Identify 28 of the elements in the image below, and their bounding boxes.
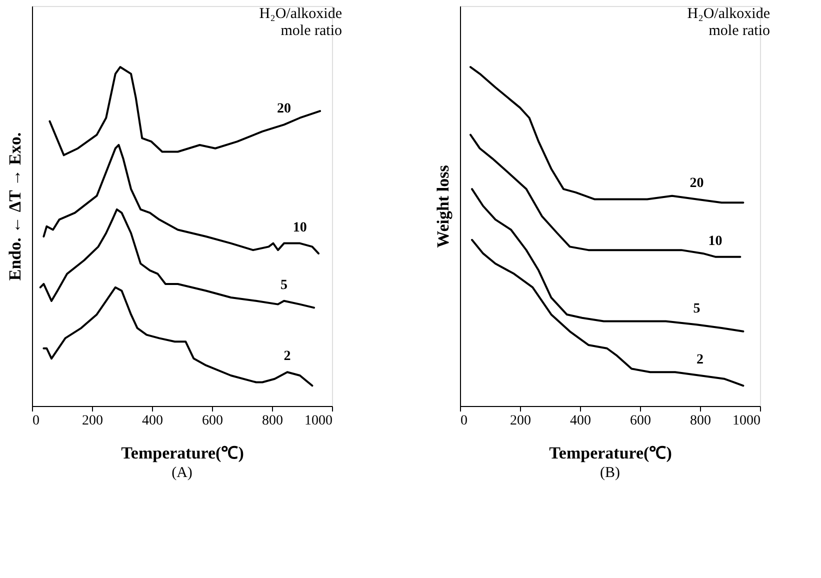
y-axis-title: Weight loss (434, 164, 452, 248)
series-label: 2 (284, 349, 291, 364)
x-tick-label: 800 (690, 414, 711, 428)
legend-title: H₂O/alkoxide mole ratio (259, 6, 342, 39)
x-tick-label: 200 (510, 414, 531, 428)
x-axis-title: Temperature(℃) (121, 444, 244, 462)
x-tick-label: 400 (570, 414, 591, 428)
x-tick-label: 800 (262, 414, 283, 428)
series-label: 5 (693, 302, 700, 317)
x-tick-label: 200 (82, 414, 103, 428)
series-label: 20 (277, 102, 291, 117)
x-tick-label: 400 (142, 414, 163, 428)
series-label: 10 (708, 234, 722, 249)
text: (A) (172, 465, 192, 481)
x-tick-label: 600 (202, 414, 223, 428)
x-axis-title: Temperature(℃) (549, 444, 672, 462)
y-axis-title: Endo. ← ΔT → Exo. (6, 132, 24, 281)
legend-title: H₂O/alkoxide mole ratio (687, 6, 770, 39)
series-label: 20 (690, 176, 704, 192)
series-label: 10 (292, 220, 307, 236)
x-tick-label: 1000 (304, 414, 332, 428)
text: (B) (600, 465, 620, 481)
x-tick-label: 0 (460, 414, 468, 428)
series-label: 2 (696, 352, 704, 368)
x-tick-label: 1000 (732, 414, 760, 428)
x-tick-label: 0 (32, 414, 40, 428)
series-label: 5 (280, 278, 288, 293)
x-tick-label: 600 (630, 414, 651, 428)
